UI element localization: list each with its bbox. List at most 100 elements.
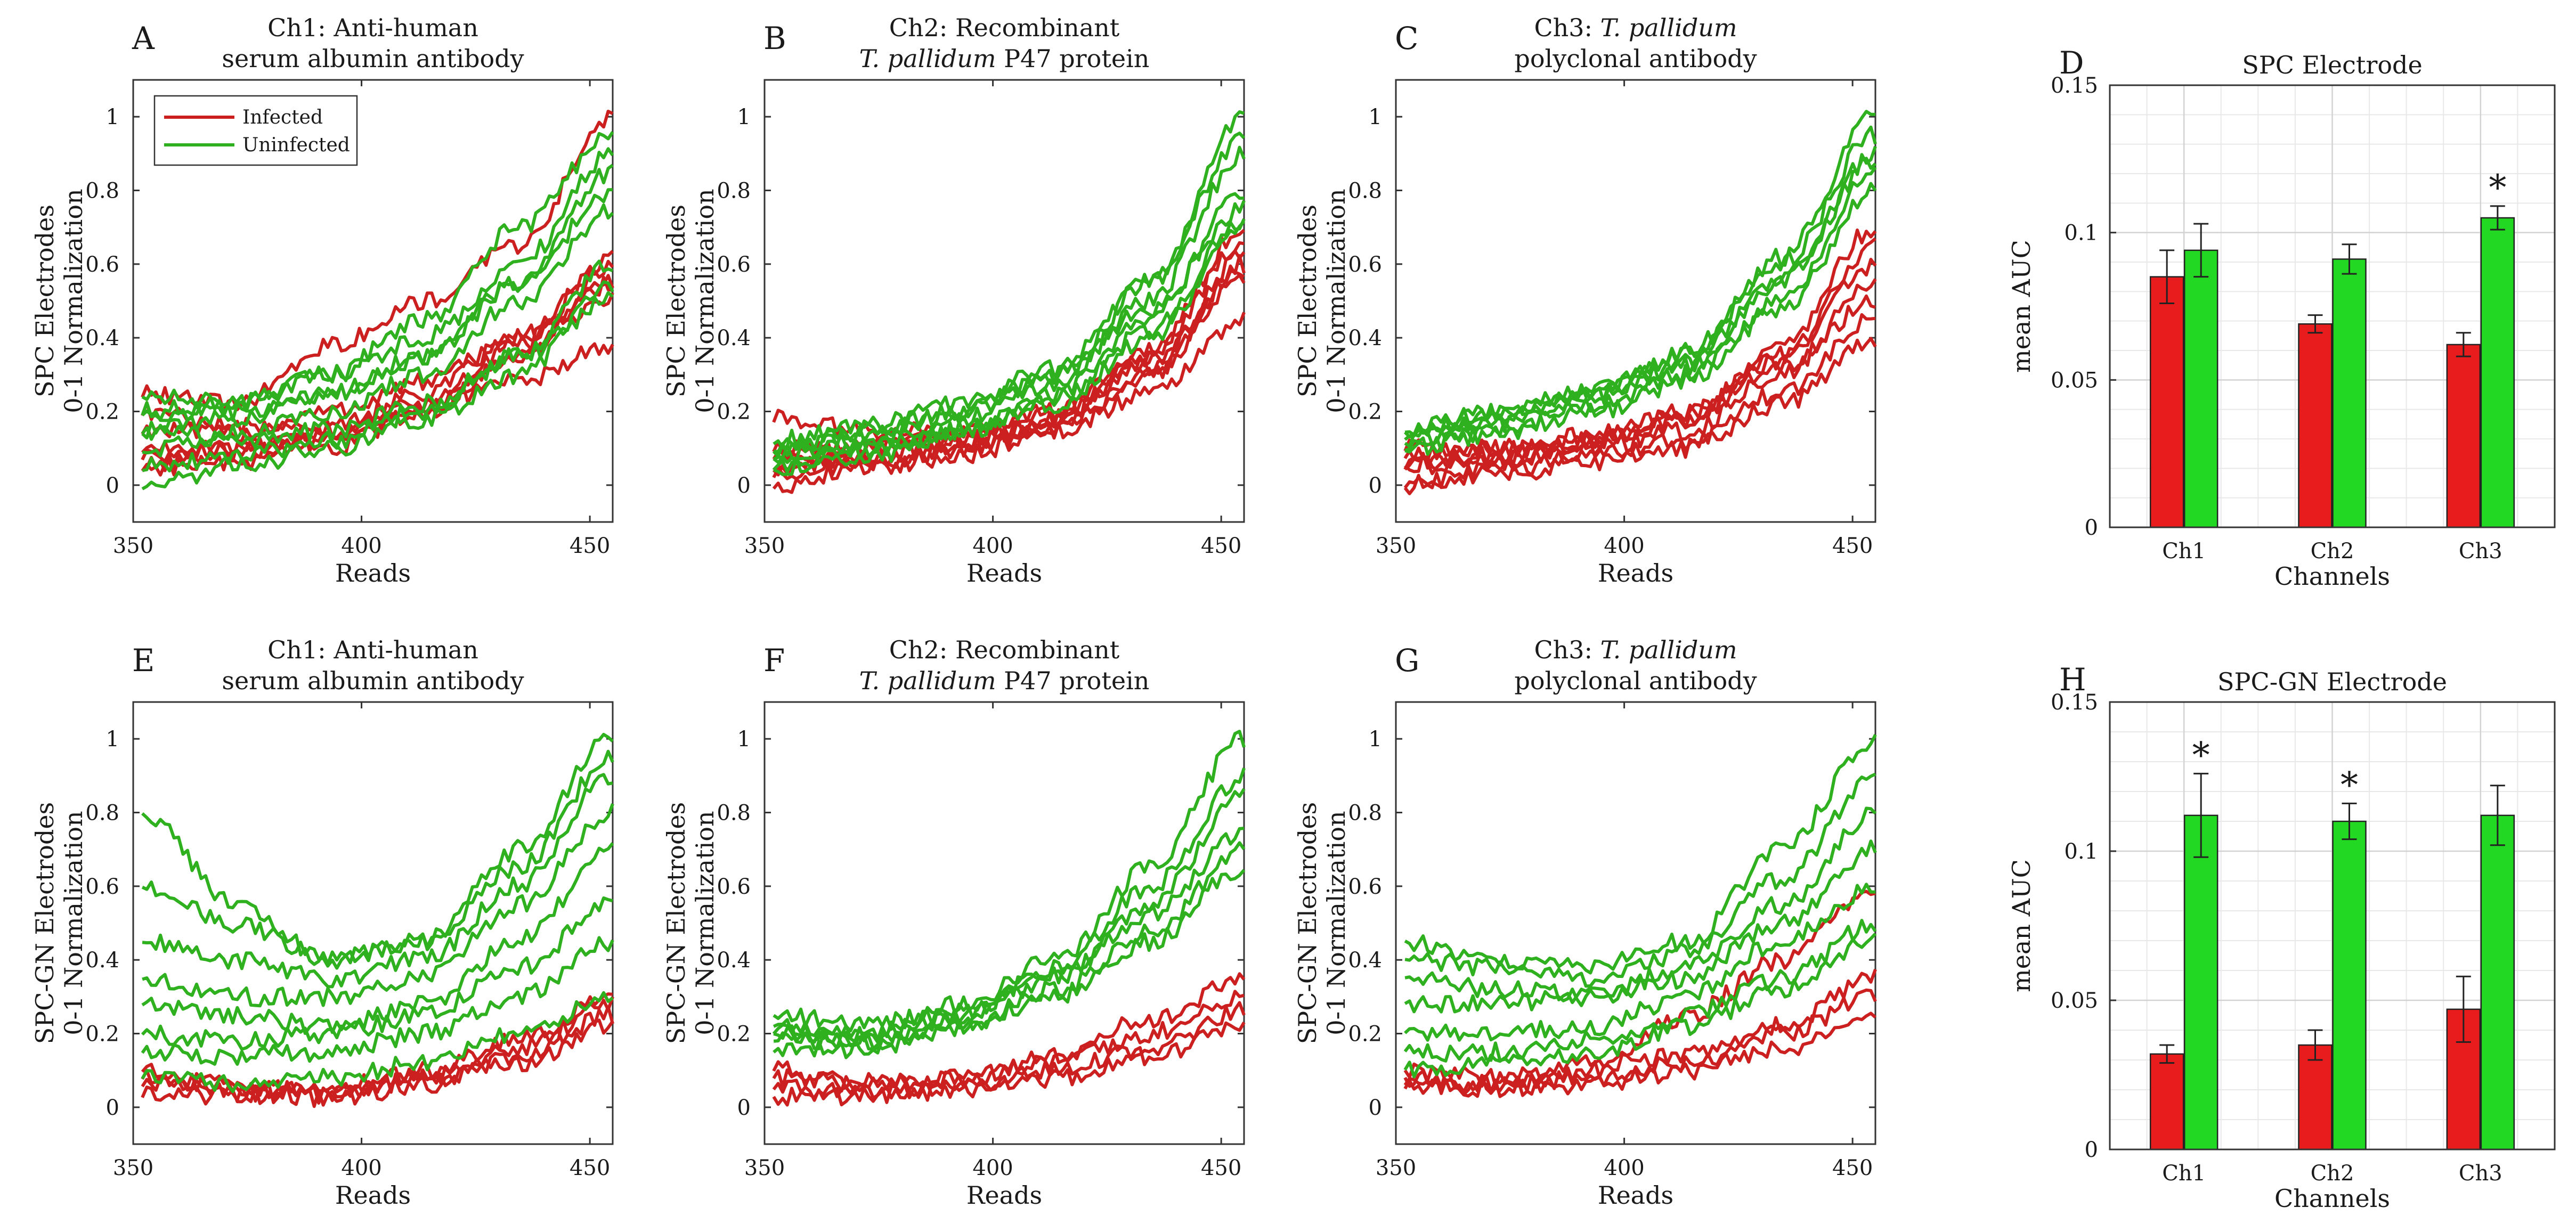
x-tick-label: 350 [113,534,153,558]
panel-title-line: Ch1: Anti-human [267,635,478,664]
panel-title-line: serum albumin antibody [222,666,524,695]
y-tick-label: 0.6 [1348,252,1382,277]
panel-c: 350 400 450 0 0.2 0.4 0.6 0.8 1 Reads SPC Electrod… [1293,13,1877,588]
y-tick-label: 0.6 [85,252,119,277]
y-axis-label: mean AUC [2007,859,2036,992]
y-tick-label: 0.4 [1348,326,1382,350]
x-axis-label: Reads [335,559,411,588]
uninfected-curve [1404,145,1877,448]
y-axis-label: mean AUC [2007,240,2036,373]
y-axis-label-line: 0-1 Normalization [59,189,88,413]
y-axis-label: SPC Electrodes0-1 Normalization [662,189,719,413]
panel-title-line: polyclonal antibody [1514,666,1757,695]
y-tick-label: 0.4 [85,948,119,973]
y-tick-label: 0 [1369,474,1382,498]
uninfected-curve [1404,839,1877,1014]
significance-marker: * [2489,167,2506,208]
title-tail: P47 protein [996,44,1149,73]
x-tick-label: 350 [744,1156,785,1180]
y-tick-label: 1 [1369,727,1382,752]
y-tick-label: 0.05 [2051,368,2098,393]
uninfected-curve [772,218,1246,474]
axes-frame [2109,701,2556,1151]
uninfected-curve [141,991,614,1094]
x-tick-label: 400 [972,534,1013,558]
title-text: Ch3: [1534,635,1600,664]
axes-frame [1395,79,1876,523]
x-tick-label: Ch1 [2162,539,2206,564]
y-axis-label-line: 0-1 Normalization [1322,811,1351,1035]
panel-h: Ch1 Ch2 Ch3 0 0.05 0.1 0.15 * * SPC-GN Electrode H… [2007,662,2556,1213]
infected-curve [1404,278,1877,476]
infected-curve [772,1001,1246,1107]
y-axis-label: SPC-GN Electrodes0-1 Normalization [30,802,88,1045]
axes-frame [763,79,1245,523]
y-tick-label: 0 [1369,1096,1382,1120]
y-tick-label: 0.2 [1348,1022,1382,1047]
infected-curve [772,1021,1246,1100]
title-text: Ch2: Recombinant [889,13,1120,42]
panel-title-line: Ch2: Recombinant [889,635,1120,664]
uninfected-curve [141,842,614,1035]
x-tick-label: 450 [1201,534,1241,558]
y-tick-label: 0.4 [717,948,751,973]
y-tick-label: 1 [1369,105,1382,129]
y-axis-label: SPC Electrodes0-1 Normalization [1293,189,1351,413]
x-axis-label: Reads [966,559,1042,588]
title-text: Ch1: Anti-human [267,635,478,664]
x-tick-label: 400 [972,1156,1013,1180]
x-tick-label: 350 [1376,1156,1416,1180]
y-axis-label-line: SPC-GN Electrodes [30,802,59,1045]
y-axis-label: SPC Electrodes0-1 Normalization [30,189,88,413]
axes-frame [763,701,1245,1145]
y-tick-label: 0.8 [85,179,119,203]
uninfected-bar [2332,820,2367,1151]
title-italic: T. pallidum [1600,635,1737,664]
y-tick-label: 0.4 [717,326,751,350]
uninfected-curve [772,869,1246,1050]
uninfected-curve [142,203,614,458]
y-tick-label: 0.15 [2051,690,2098,715]
uninfected-curve [1404,110,1876,437]
uninfected-bar [2183,249,2219,528]
panel-a: 350 400 450 0 0.2 0.4 0.6 0.8 1 Reads SPC Electrod… [30,13,614,588]
axes-frame [1395,701,1876,1145]
y-axis-label-line: SPC Electrodes [662,205,690,397]
y-tick-label: 0.2 [1348,400,1382,425]
y-axis-label: SPC-GN Electrodes0-1 Normalization [662,802,719,1045]
panel-b: 350 400 450 0 0.2 0.4 0.6 0.8 1 Reads SPC Electrod… [662,13,1246,588]
infected-curve [772,269,1245,477]
title-italic: T. pallidum [1600,13,1737,42]
uninfected-curve [1404,772,1876,988]
x-tick-label: Ch3 [2459,539,2502,564]
panel-letter: H [2059,662,2086,698]
y-tick-label: 0.1 [2064,839,2098,864]
infected-curve [1403,968,1877,1088]
y-tick-label: 0.8 [85,801,119,826]
x-tick-label: 350 [1376,534,1416,558]
infected-bar [2298,323,2333,528]
y-tick-label: 0.6 [717,875,751,899]
infected-curve [772,990,1245,1094]
panel-title-line: polyclonal antibody [1514,44,1757,73]
y-tick-label: 0.05 [2051,989,2098,1013]
y-tick-label: 0.8 [717,801,751,826]
y-tick-label: 0 [2085,516,2098,540]
infected-bar [2149,276,2184,528]
panel-title-line: Ch2: Recombinant [889,13,1120,42]
panel-d: Ch1 Ch2 Ch3 0 0.05 0.1 0.15 * SPC Electrode D Chan… [2007,45,2556,591]
x-axis-label: Reads [1598,1181,1673,1210]
infected-bar [2446,344,2481,528]
uninfected-curve [141,280,614,491]
title-text: polyclonal antibody [1514,44,1757,73]
panel-letter: D [2059,45,2084,81]
x-tick-label: 350 [113,1156,153,1180]
x-tick-label: 400 [1604,534,1644,558]
y-tick-label: 0 [737,474,751,498]
x-tick-label: 400 [341,534,381,558]
panel-letter: C [1395,20,1418,56]
panel-letter: F [763,642,785,679]
uninfected-curve [142,773,613,989]
uninfected-curve [1404,806,1877,1005]
y-tick-label: 0.8 [717,179,751,203]
